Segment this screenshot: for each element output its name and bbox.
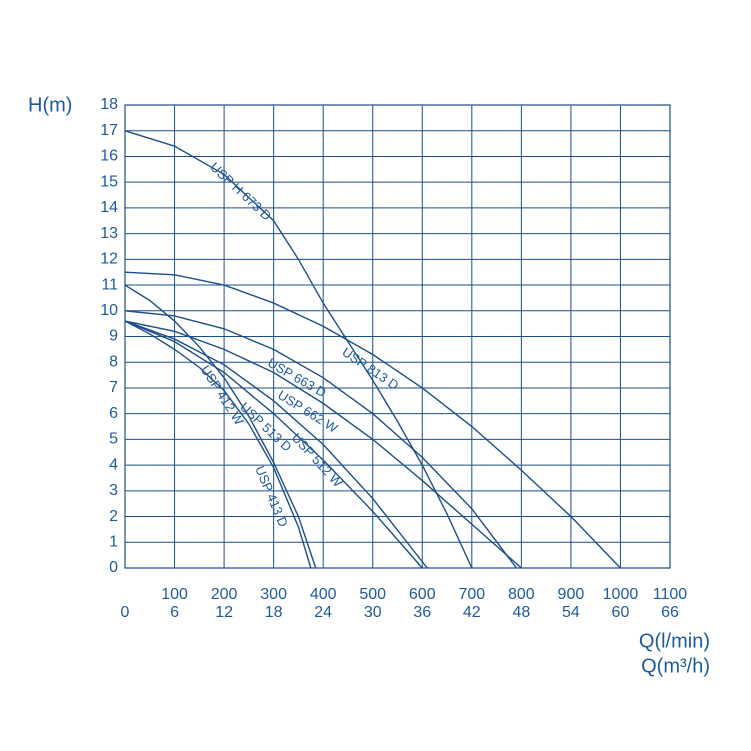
- x-tick-label: 200: [211, 586, 238, 603]
- curve: [124, 320, 522, 569]
- plot-frame: [124, 104, 671, 569]
- curve-label: USP 813 D: [339, 344, 401, 393]
- y-tick-label: 7: [109, 379, 118, 396]
- y-tick-label: 17: [100, 122, 118, 139]
- curve: [124, 130, 473, 569]
- y-tick-label: 13: [100, 225, 118, 242]
- curve: [124, 284, 317, 569]
- curve: [124, 271, 621, 569]
- curve: [124, 320, 423, 569]
- x2-tick-label: 18: [265, 604, 283, 621]
- y-tick-label: 2: [109, 508, 118, 525]
- x-tick-label: 1000: [603, 586, 639, 603]
- y-tick-label: 4: [109, 456, 118, 473]
- x-tick-label: 600: [409, 586, 436, 603]
- x-tick-label: 1100: [653, 586, 688, 603]
- y-tick-label: 0: [109, 559, 118, 576]
- x2-tick-label: 54: [562, 604, 580, 621]
- y-axis-label: H(m): [28, 94, 72, 116]
- x2-tick-label: 24: [314, 604, 332, 621]
- x2-tick-label: 36: [413, 604, 431, 621]
- y-tick-label: 10: [100, 302, 118, 319]
- x2-tick-label: 6: [170, 604, 179, 621]
- x2-tick-label: 30: [364, 604, 382, 621]
- y-tick-label: 3: [109, 482, 118, 499]
- curve-label: USP H 673 D: [207, 159, 274, 223]
- y-tick-label: 8: [109, 353, 118, 370]
- x-tick-label: 700: [458, 586, 485, 603]
- x2-tick-label: 48: [512, 604, 530, 621]
- curve: [124, 320, 312, 569]
- y-tick-label: 18: [100, 96, 118, 113]
- y-tick-label: 9: [109, 328, 118, 345]
- x-tick-label: 300: [260, 586, 287, 603]
- x-tick-label: 800: [508, 586, 535, 603]
- x-tick-label: 0: [121, 604, 130, 621]
- curve: [124, 310, 517, 569]
- x2-tick-label: 42: [463, 604, 481, 621]
- y-tick-label: 1: [109, 533, 118, 550]
- x2-tick-label: 66: [661, 604, 679, 621]
- curve: [124, 320, 428, 569]
- x2-axis-label: Q(m³/h): [641, 655, 710, 677]
- y-tick-label: 16: [100, 148, 118, 165]
- x-tick-label: 100: [161, 586, 188, 603]
- x-axis-label: Q(l/min): [639, 630, 710, 652]
- x2-tick-label: 60: [612, 604, 630, 621]
- x-tick-label: 400: [310, 586, 337, 603]
- y-tick-label: 5: [109, 431, 118, 448]
- y-tick-label: 14: [100, 199, 118, 216]
- x2-tick-label: 12: [215, 604, 233, 621]
- y-tick-label: 12: [100, 251, 118, 268]
- y-tick-label: 11: [101, 276, 118, 293]
- x-tick-label: 500: [359, 586, 386, 603]
- x-tick-label: 900: [558, 586, 585, 603]
- y-tick-label: 15: [100, 173, 118, 190]
- y-tick-label: 6: [109, 405, 118, 422]
